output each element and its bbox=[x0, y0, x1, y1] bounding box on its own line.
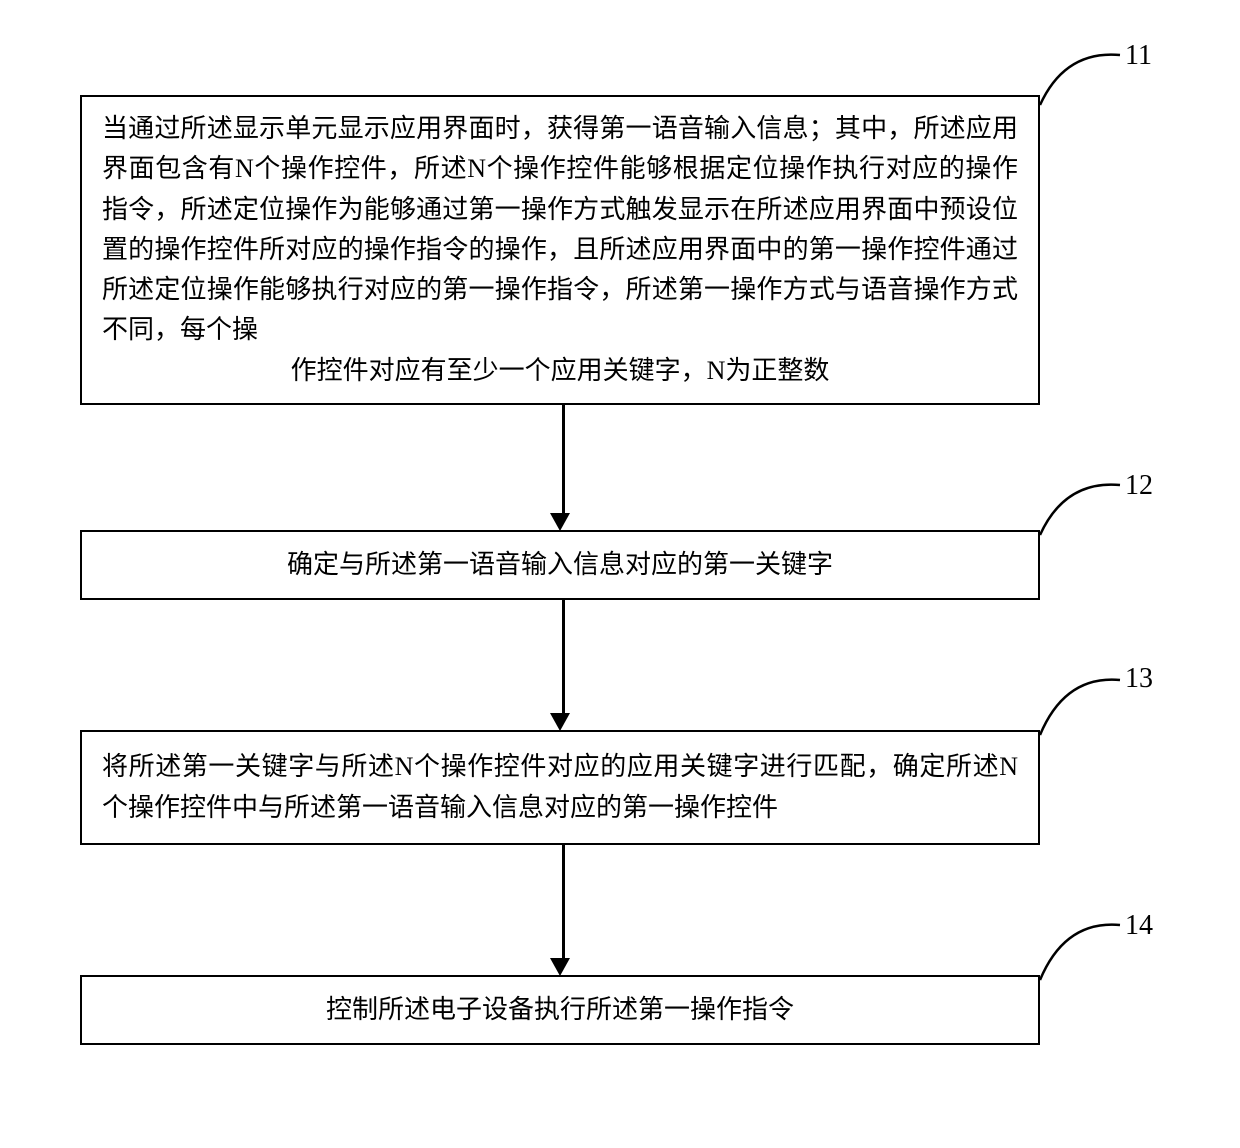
flowchart-step-1: 当通过所述显示单元显示应用界面时，获得第一语音输入信息；其中，所述应用界面包含有… bbox=[80, 95, 1040, 405]
step-4-text: 控制所述电子设备执行所述第一操作指令 bbox=[326, 990, 794, 1030]
label-curve-3 bbox=[1035, 665, 1130, 740]
label-curve-1 bbox=[1035, 40, 1130, 110]
flowchart-container: 当通过所述显示单元显示应用界面时，获得第一语音输入信息；其中，所述应用界面包含有… bbox=[0, 0, 1240, 1148]
label-curve-2 bbox=[1035, 470, 1130, 540]
step-label-2: 12 bbox=[1125, 470, 1153, 502]
step-label-3: 13 bbox=[1125, 663, 1153, 695]
flowchart-step-4: 控制所述电子设备执行所述第一操作指令 bbox=[80, 975, 1040, 1045]
label-curve-4 bbox=[1035, 910, 1130, 985]
arrow-2-to-3 bbox=[558, 600, 570, 731]
step-2-text: 确定与所述第一语音输入信息对应的第一关键字 bbox=[287, 545, 833, 585]
flowchart-step-3: 将所述第一关键字与所述N个操作控件对应的应用关键字进行匹配，确定所述N个操作控件… bbox=[80, 730, 1040, 845]
arrow-1-to-2 bbox=[558, 405, 570, 531]
step-1-text-last: 作控件对应有至少一个应用关键字，N为正整数 bbox=[102, 351, 1018, 391]
arrow-3-to-4 bbox=[558, 845, 570, 976]
step-1-text-main: 当通过所述显示单元显示应用界面时，获得第一语音输入信息；其中，所述应用界面包含有… bbox=[102, 114, 1018, 344]
step-3-text: 将所述第一关键字与所述N个操作控件对应的应用关键字进行匹配，确定所述N个操作控件… bbox=[102, 747, 1018, 828]
flowchart-step-2: 确定与所述第一语音输入信息对应的第一关键字 bbox=[80, 530, 1040, 600]
step-label-4: 14 bbox=[1125, 910, 1153, 942]
step-label-1: 11 bbox=[1125, 40, 1152, 72]
